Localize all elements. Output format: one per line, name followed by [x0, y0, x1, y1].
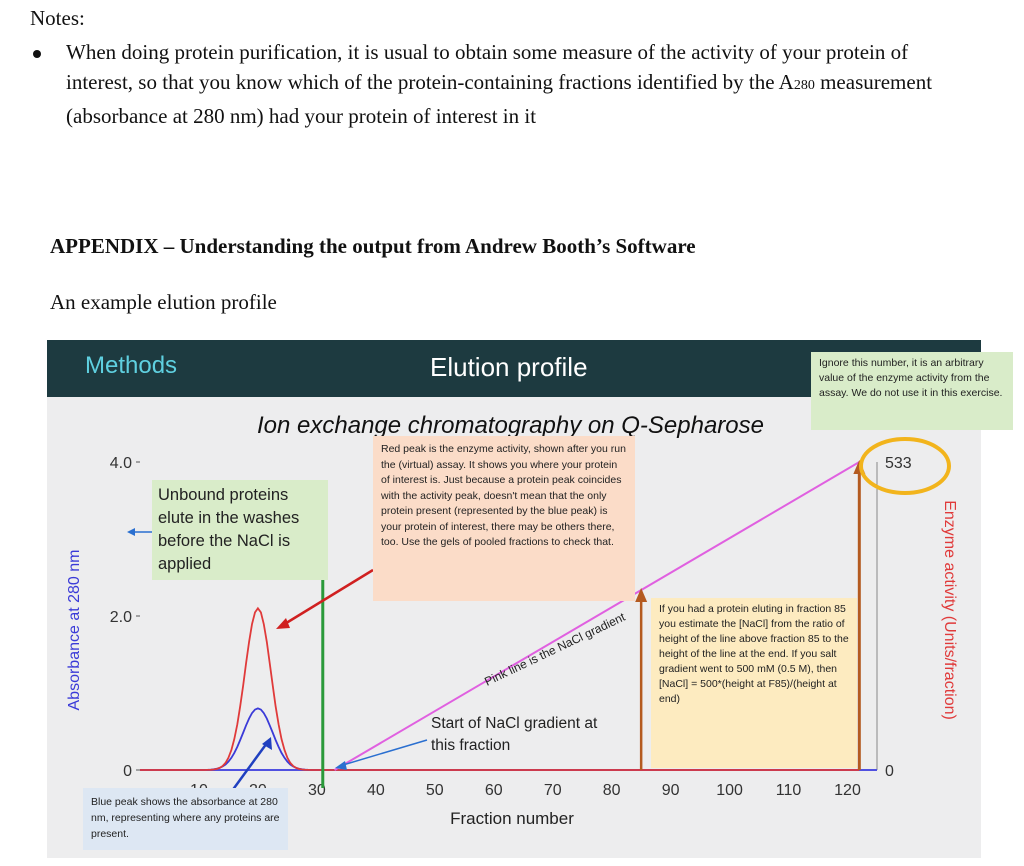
elution-profile-title: Elution profile — [430, 352, 588, 382]
x-tick-label: 90 — [662, 782, 680, 799]
x-tick-label: 80 — [603, 782, 621, 799]
notes-title: Notes: — [30, 6, 85, 30]
ignore-number-note: Ignore this number, it is an arbitrary v… — [811, 352, 1013, 430]
start-gradient-label: Start of NaCl gradient at this fraction — [431, 713, 597, 757]
start-gradient-line2: this fraction — [431, 737, 511, 754]
washes-arrowhead-left — [127, 528, 135, 536]
start-gradient-arrow — [342, 739, 428, 766]
nacl-estimate-note: If you had a protein eluting in fraction… — [651, 598, 857, 768]
y-tick-label: 2.0 — [110, 609, 132, 626]
start-gradient-line1: Start of NaCl gradient at — [431, 715, 598, 732]
highlight-circle — [859, 437, 951, 495]
y2-tick-label: 533 — [885, 455, 912, 472]
red-peak-arrowhead — [276, 618, 290, 629]
bullet-text-end: measurement (absorbance at 280 nm) had y… — [66, 70, 933, 128]
appendix-heading: APPENDIX – Understanding the output from… — [50, 234, 696, 258]
x-tick-label: 100 — [716, 782, 743, 799]
y2-tick-label: 0 — [885, 763, 894, 780]
nacl-gradient-line — [334, 461, 860, 771]
enzyme-activity-curve — [140, 606, 860, 771]
example-subheading: An example elution profile — [50, 290, 277, 314]
bullet-dot — [33, 50, 41, 58]
a280-subscript: 280 — [793, 78, 815, 93]
y2-axis-label: Enzyme activity (Units/fraction) — [941, 500, 958, 720]
y-axis-label: Absorbance at 280 nm — [66, 550, 83, 711]
red-peak-arrow — [282, 568, 374, 627]
pink-line-label: Pink line is the NaCl gradient — [482, 609, 628, 688]
x-tick-label: 110 — [776, 782, 802, 799]
fraction-85-arrowhead — [635, 588, 648, 602]
chart-title: Ion exchange chromatography on Q-Sepharo… — [257, 412, 764, 439]
blue-peak-note: Blue peak shows the absorbance at 280 nm… — [83, 788, 288, 850]
unbound-proteins-note: Unbound proteins elute in the washes bef… — [152, 480, 328, 580]
x-tick-label: 50 — [426, 782, 444, 799]
blue-peak-arrowhead — [262, 737, 272, 750]
methods-label: Methods — [85, 352, 178, 379]
red-peak-note: Red peak is the enzyme activity, shown a… — [373, 436, 635, 601]
pink-line-label-text: Pink line is the NaCl gradient — [482, 609, 628, 688]
x-tick-label: 70 — [544, 782, 562, 799]
blue-peak-arrow — [227, 742, 269, 796]
x-axis-label: Fraction number — [450, 809, 574, 828]
y-tick-label: 4.0 — [110, 455, 132, 472]
x-tick-label: 60 — [485, 782, 503, 799]
notes-bullet-text: When doing protein purification, it is u… — [66, 37, 966, 131]
start-gradient-arrowhead — [335, 761, 347, 770]
x-tick-label: 120 — [834, 782, 861, 799]
x-tick-label: 40 — [367, 782, 385, 799]
elution-figure: Methods Elution profile Ion exchange chr… — [47, 340, 1013, 858]
y-tick-label: 0 — [123, 763, 132, 780]
bullet-text-start: When doing protein purification, it is u… — [66, 40, 909, 94]
elution-plot: Absorbance at 280 nm Enzyme activity (Un… — [66, 437, 958, 828]
